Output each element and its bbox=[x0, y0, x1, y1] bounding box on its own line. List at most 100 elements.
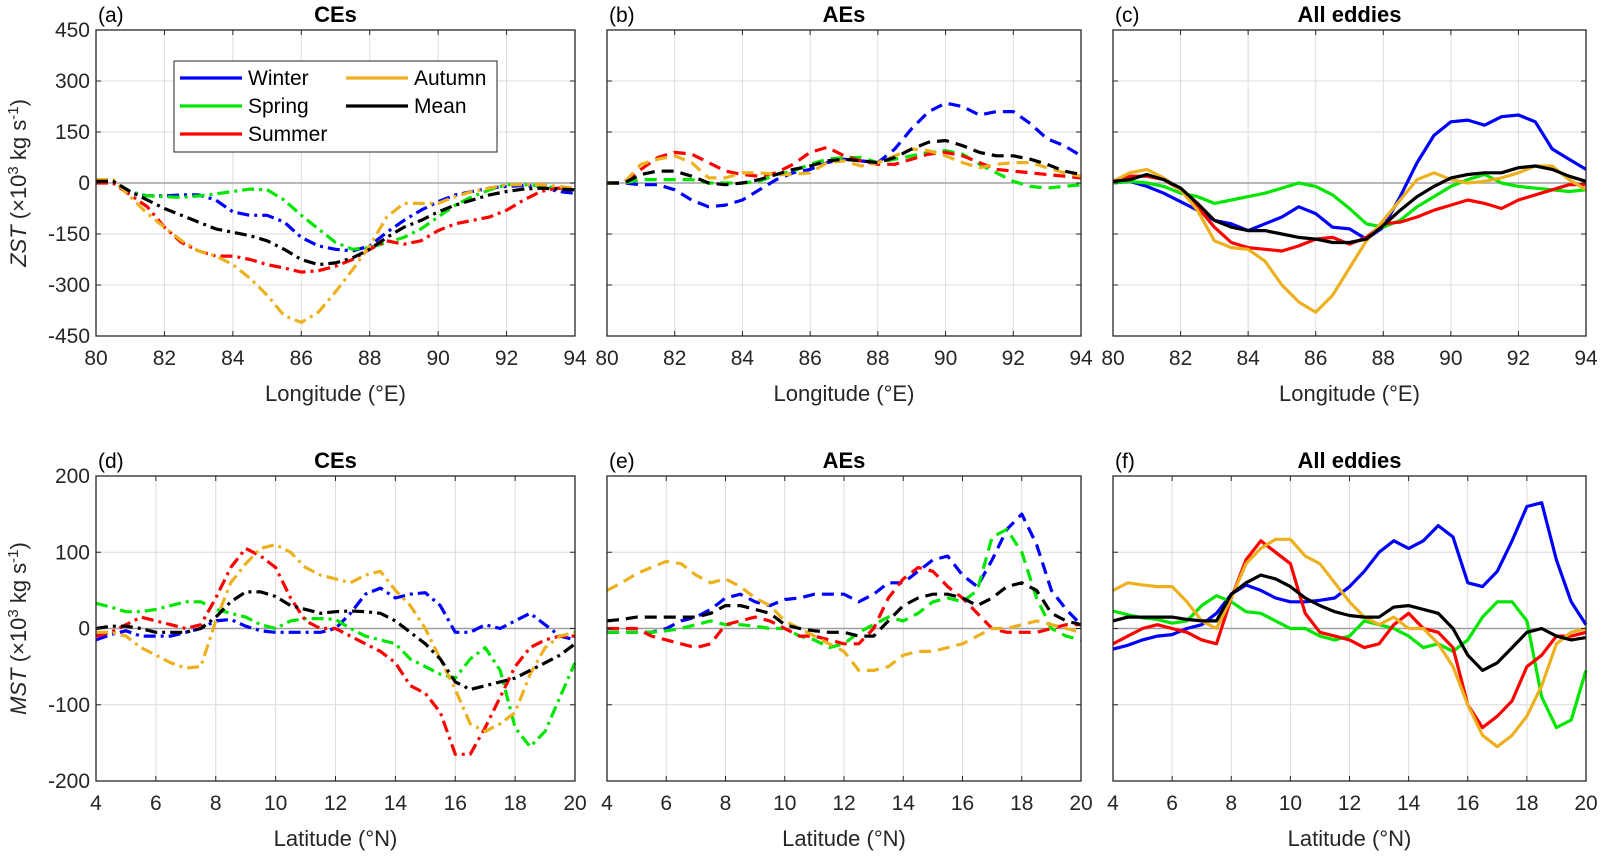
legend-label-mean: Mean bbox=[414, 95, 467, 118]
y-axis-label-part: 3 bbox=[5, 609, 22, 617]
panel-tag: (a) bbox=[98, 4, 124, 27]
legend-label-spring: Spring bbox=[248, 95, 309, 118]
x-tick-label: 20 bbox=[563, 792, 586, 815]
y-tick-label: 0 bbox=[78, 172, 90, 195]
series-line-spring bbox=[1112, 594, 1588, 730]
x-tick-label: 6 bbox=[150, 792, 162, 815]
series-line-winter bbox=[1112, 113, 1587, 241]
y-tick-label: 150 bbox=[55, 121, 90, 144]
x-tick-label: 88 bbox=[1372, 347, 1395, 370]
y-tick-label: 100 bbox=[55, 541, 90, 564]
x-tick-label: 14 bbox=[384, 792, 408, 815]
panels-layer: 80 82 84 86 88 90 92 94-450-300-1500150300450Lo… bbox=[5, 2, 1598, 851]
x-tick-label: 16 bbox=[951, 792, 974, 815]
y-axis-label-part: MST bbox=[6, 667, 31, 715]
panel-title: All eddies bbox=[1298, 2, 1402, 27]
x-tick-label: 10 bbox=[1279, 792, 1302, 815]
panel-b: 80 82 84 86 88 90 92 94 Longitude (°E) (b) AEs bbox=[595, 2, 1093, 406]
panel-title: CEs bbox=[314, 2, 357, 27]
series-line-winter bbox=[1112, 501, 1588, 651]
y-axis-label: MST (×103 kg s-1) bbox=[5, 542, 32, 715]
y-tick-label: -150 bbox=[48, 223, 90, 246]
series-line-summer bbox=[607, 145, 1082, 185]
y-axis-label-part: (×10 bbox=[6, 175, 31, 226]
panel-e: 4 6 8 10 12 14 16 18 20 Latitude (°N) (e) AEs bbox=[601, 448, 1093, 851]
x-tick-label: 6 bbox=[660, 792, 672, 815]
series-line-autumn bbox=[96, 542, 576, 734]
x-tick-label: 16 bbox=[1456, 792, 1479, 815]
series-line-mean bbox=[96, 179, 576, 267]
x-tick-label: 94 bbox=[1574, 347, 1598, 370]
y-tick-label: -100 bbox=[48, 694, 90, 717]
x-axis-label: Longitude (°E) bbox=[265, 381, 406, 406]
series-line-mean bbox=[607, 138, 1082, 187]
panel-c: 80 82 84 86 88 90 92 94 Longitude (°E) (c) All edd… bbox=[1101, 2, 1598, 406]
x-tick-label: 80 bbox=[1101, 347, 1124, 370]
x-axis-label: Longitude (°E) bbox=[1279, 381, 1420, 406]
x-axis-label: Latitude (°N) bbox=[782, 826, 906, 851]
y-axis-label-part: ZST bbox=[6, 224, 31, 268]
panel-tag: (d) bbox=[98, 450, 124, 473]
series-line-mean bbox=[606, 581, 1082, 638]
panel-tag: (e) bbox=[609, 450, 635, 473]
x-axis-label: Longitude (°E) bbox=[774, 381, 915, 406]
panel-tag: (f) bbox=[1115, 450, 1135, 473]
y-axis-label-part: -1 bbox=[5, 106, 22, 119]
x-tick-label: 90 bbox=[426, 347, 449, 370]
y-axis-label-part: (×10 bbox=[6, 618, 31, 669]
x-tick-label: 14 bbox=[892, 792, 916, 815]
x-tick-label: 88 bbox=[358, 347, 381, 370]
series-line-autumn bbox=[1112, 164, 1587, 314]
x-tick-label: 94 bbox=[563, 347, 587, 370]
x-axis-label: Latitude (°N) bbox=[1288, 826, 1412, 851]
x-tick-label: 88 bbox=[866, 347, 889, 370]
x-tick-label: 20 bbox=[1574, 792, 1597, 815]
panel-tag: (b) bbox=[609, 4, 635, 27]
panel-f: 4 6 8 10 12 14 16 18 20 Latitude (°N) (f) All eddie… bbox=[1107, 448, 1598, 851]
panel-d: 4 6 8 10 12 14 16 18 20 -200 -100 0 100 200 Latitude (… bbox=[5, 448, 587, 851]
x-tick-label: 16 bbox=[444, 792, 467, 815]
x-tick-label: 4 bbox=[1107, 792, 1119, 815]
x-tick-label: 86 bbox=[290, 347, 313, 370]
series-line-spring bbox=[607, 149, 1082, 190]
series-line-summer bbox=[607, 565, 1081, 650]
y-tick-label: 0 bbox=[78, 618, 90, 641]
x-tick-label: 4 bbox=[90, 792, 102, 815]
x-tick-label: 84 bbox=[1236, 347, 1260, 370]
x-tick-label: 86 bbox=[1304, 347, 1327, 370]
x-tick-label: 10 bbox=[773, 792, 796, 815]
x-tick-label: 90 bbox=[934, 347, 957, 370]
x-tick-label: 18 bbox=[503, 792, 526, 815]
legend-label-autumn: Autumn bbox=[414, 67, 486, 90]
y-tick-label: 300 bbox=[55, 70, 90, 93]
panel-title: AEs bbox=[823, 2, 866, 27]
x-tick-label: 82 bbox=[663, 347, 686, 370]
series-line-mean bbox=[1112, 573, 1587, 673]
y-axis-label-part: ) bbox=[6, 542, 31, 549]
panel-tag: (c) bbox=[1115, 4, 1140, 27]
x-tick-label: 12 bbox=[832, 792, 855, 815]
x-tick-label: 84 bbox=[731, 347, 755, 370]
panel-title: CEs bbox=[314, 448, 357, 473]
series-line-winter bbox=[607, 101, 1082, 209]
series-line-summer bbox=[95, 546, 575, 756]
x-tick-label: 10 bbox=[264, 792, 287, 815]
y-axis-label-part: ) bbox=[6, 99, 31, 106]
panel-title: AEs bbox=[823, 448, 866, 473]
legend-label-summer: Summer bbox=[248, 123, 327, 146]
x-tick-label: 92 bbox=[495, 347, 518, 370]
panel-title: All eddies bbox=[1298, 448, 1402, 473]
x-tick-label: 92 bbox=[1507, 347, 1530, 370]
series-line-winter bbox=[607, 512, 1083, 634]
x-tick-label: 12 bbox=[1338, 792, 1361, 815]
x-tick-label: 8 bbox=[720, 792, 732, 815]
y-tick-label: -300 bbox=[48, 274, 90, 297]
y-axis-label-part: 3 bbox=[5, 166, 22, 174]
y-axis-label-part: -1 bbox=[5, 549, 22, 562]
series-line-autumn bbox=[607, 147, 1082, 185]
series-line-spring bbox=[96, 179, 575, 251]
series-line-spring bbox=[1112, 172, 1587, 229]
y-axis-label-part: kg s bbox=[6, 563, 31, 609]
x-tick-label: 14 bbox=[1397, 792, 1421, 815]
